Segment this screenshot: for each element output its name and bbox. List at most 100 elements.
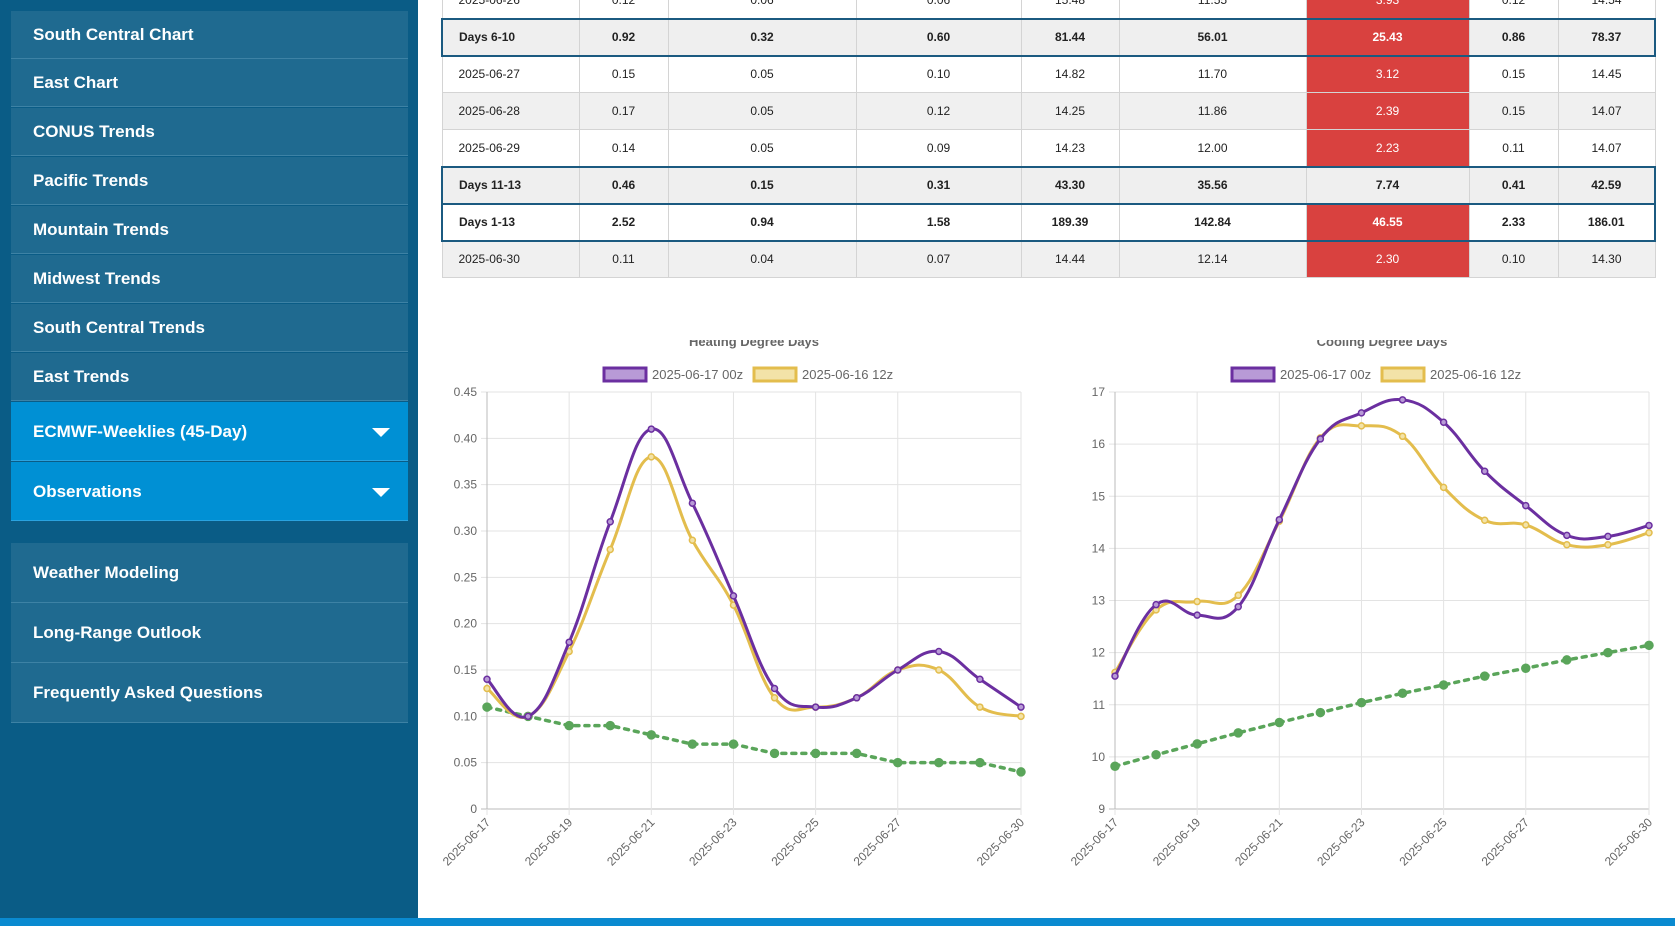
data-point[interactable]: [1563, 540, 1571, 549]
table-cell: 3.93: [1305, 0, 1470, 19]
data-point[interactable]: [483, 675, 491, 684]
data-point[interactable]: [1604, 532, 1612, 541]
data-point[interactable]: [728, 739, 739, 749]
data-point[interactable]: [770, 684, 779, 693]
y-tick-label: 0.30: [454, 524, 478, 538]
sidebar-item-mountain-trends[interactable]: Mountain Trends: [11, 206, 408, 254]
data-point[interactable]: [1480, 467, 1489, 475]
data-point[interactable]: [1316, 435, 1325, 443]
table-cell: 0.15: [578, 55, 669, 93]
sidebar-link-long-range-outlook[interactable]: Long-Range Outlook: [11, 603, 408, 663]
dropdown-ecmwf-weeklies[interactable]: ECMWF-Weeklies (45-Day): [11, 402, 408, 461]
sidebar-item-pacific-trends[interactable]: Pacific Trends: [11, 157, 408, 205]
data-point[interactable]: [1562, 655, 1572, 665]
sidebar-link-faq[interactable]: Frequently Asked Questions: [11, 663, 408, 723]
data-point[interactable]: [1438, 680, 1449, 690]
sidebar-link-weather-modeling[interactable]: Weather Modeling: [11, 543, 408, 603]
data-point[interactable]: [811, 703, 820, 711]
data-point[interactable]: [565, 638, 573, 646]
data-point[interactable]: [1315, 707, 1326, 718]
data-point[interactable]: [1151, 750, 1161, 760]
data-point[interactable]: [1275, 515, 1284, 524]
data-point[interactable]: [1645, 521, 1653, 530]
data-point[interactable]: [1398, 432, 1407, 441]
data-point[interactable]: [1603, 647, 1613, 658]
data-point[interactable]: [1357, 422, 1366, 430]
data-point[interactable]: [729, 592, 738, 600]
data-point[interactable]: [1521, 663, 1531, 674]
data-point[interactable]: [1563, 531, 1571, 540]
data-point[interactable]: [647, 453, 656, 461]
data-point[interactable]: [688, 499, 697, 507]
data-point[interactable]: [1398, 396, 1407, 404]
data-point[interactable]: [1111, 672, 1119, 680]
data-point[interactable]: [1193, 597, 1201, 606]
data-point[interactable]: [769, 748, 780, 759]
data-point[interactable]: [688, 536, 697, 545]
sidebar-item-conus-trends[interactable]: CONUS Trends: [11, 108, 408, 156]
legend-item[interactable]: 2025-06-16 12z: [752, 366, 893, 383]
data-point[interactable]: [1017, 703, 1025, 711]
data-point[interactable]: [1356, 697, 1367, 708]
data-point[interactable]: [975, 757, 985, 768]
x-tick-label: 2025-06-30: [974, 815, 1028, 869]
data-point[interactable]: [893, 757, 903, 768]
data-point[interactable]: [1110, 761, 1120, 772]
table-cell: Days 6-10: [441, 17, 580, 57]
data-point[interactable]: [1357, 409, 1366, 417]
data-point[interactable]: [483, 684, 491, 693]
data-point[interactable]: [1192, 739, 1202, 749]
data-point[interactable]: [1439, 483, 1448, 492]
data-point[interactable]: [935, 666, 943, 674]
data-point[interactable]: [1522, 521, 1530, 529]
legend-item[interactable]: 2025-06-17 00z: [602, 366, 743, 383]
data-point[interactable]: [894, 666, 902, 674]
data-point[interactable]: [810, 748, 821, 759]
data-point[interactable]: [1274, 717, 1285, 728]
data-point[interactable]: [1397, 688, 1408, 699]
data-point[interactable]: [1522, 501, 1530, 510]
legend-item[interactable]: 2025-06-16 12z: [1380, 366, 1521, 383]
sidebar-item-east-chart[interactable]: East Chart: [11, 59, 408, 107]
data-point[interactable]: [647, 425, 656, 433]
data-point[interactable]: [851, 748, 862, 759]
sidebar-item-south-central-trends[interactable]: South Central Trends: [11, 304, 408, 352]
data-point[interactable]: [934, 757, 944, 768]
data-point[interactable]: [1480, 516, 1489, 524]
series-normal: [1110, 640, 1654, 772]
legend-swatch: [1230, 366, 1276, 383]
sidebar-item-midwest-trends[interactable]: Midwest Trends: [11, 255, 408, 303]
data-point[interactable]: [1233, 728, 1243, 738]
legend-item[interactable]: 2025-06-17 00z: [1230, 366, 1371, 383]
data-point[interactable]: [564, 720, 574, 731]
data-point[interactable]: [1152, 600, 1160, 609]
data-point[interactable]: [1193, 611, 1201, 619]
data-point[interactable]: [976, 703, 984, 711]
dropdown-observations[interactable]: Observations: [11, 462, 408, 521]
sidebar-item-east-trends[interactable]: East Trends: [11, 353, 408, 401]
data-point[interactable]: [770, 694, 779, 702]
data-point[interactable]: [606, 517, 614, 526]
data-point[interactable]: [1479, 671, 1490, 681]
data-point[interactable]: [524, 712, 532, 721]
data-point[interactable]: [482, 702, 492, 712]
data-point[interactable]: [976, 675, 984, 684]
data-point[interactable]: [646, 730, 657, 740]
data-point[interactable]: [1644, 640, 1654, 651]
sidebar-item-south-central-chart[interactable]: South Central Chart: [11, 11, 408, 59]
data-point[interactable]: [1017, 712, 1025, 721]
data-point[interactable]: [605, 720, 615, 731]
table-cell: 14.45: [1557, 55, 1656, 93]
data-point[interactable]: [606, 545, 614, 554]
data-point[interactable]: [1439, 418, 1448, 426]
data-point[interactable]: [935, 647, 943, 656]
data-point[interactable]: [1234, 591, 1242, 600]
table-cell: 2.33: [1468, 202, 1559, 242]
data-point[interactable]: [852, 694, 861, 702]
data-point[interactable]: [687, 739, 698, 749]
data-point[interactable]: [1604, 540, 1612, 549]
data-point[interactable]: [1234, 603, 1242, 611]
data-point[interactable]: [1016, 767, 1026, 777]
data-point[interactable]: [1645, 528, 1653, 537]
table-cell: 0.09: [855, 129, 1022, 167]
